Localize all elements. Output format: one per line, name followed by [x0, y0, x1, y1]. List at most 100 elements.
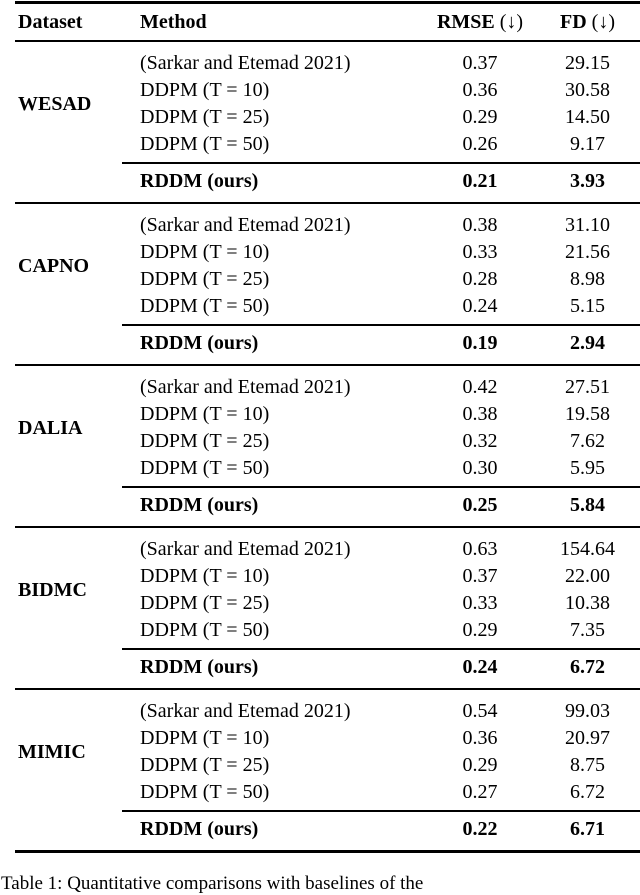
table-row: DDPM (T = 10) 0.33 21.56 [0, 239, 640, 266]
fd-cell: 19.58 [565, 403, 610, 425]
rmse-cell: 0.21 [462, 170, 498, 192]
fd-cell: 9.17 [570, 133, 605, 155]
fd-cell: 10.38 [565, 592, 610, 614]
fd-cell: 27.51 [565, 376, 610, 398]
table-row-ours: RDDM (ours) 0.22 6.71 [0, 816, 640, 843]
rmse-cell: 0.29 [462, 619, 498, 641]
rmse-cell: 0.27 [462, 781, 498, 803]
column-header-fd: FD (↓) [535, 4, 640, 40]
rmse-cell: 0.22 [462, 818, 498, 840]
table-row: DDPM (T = 10) 0.37 22.00 [0, 563, 640, 590]
method-cell: DDPM (T = 50) [140, 295, 270, 317]
dataset-label: WESAD [18, 92, 92, 115]
fd-cell: 8.75 [570, 754, 605, 776]
table-row: DDPM (T = 50) 0.30 5.95 [0, 455, 640, 482]
fd-cell: 6.72 [570, 656, 605, 678]
table-row: DDPM (T = 25) 0.29 8.75 [0, 752, 640, 779]
method-cell: RDDM (ours) [140, 170, 259, 192]
group-rows: (Sarkar and Etemad 2021) 0.38 31.10 DDPM… [0, 204, 640, 320]
fd-cell: 5.84 [570, 494, 605, 516]
method-cell: DDPM (T = 10) [140, 79, 270, 101]
table-row-ours: RDDM (ours) 0.21 3.93 [0, 168, 640, 195]
group-rule [15, 364, 640, 366]
method-cell: DDPM (T = 10) [140, 565, 270, 587]
table-row: DDPM (T = 50) 0.26 9.17 [0, 131, 640, 158]
rmse-cell: 0.26 [462, 133, 498, 155]
results-table: Dataset Method RMSE (↓) FD (↓) WESAD (Sa… [0, 1, 640, 853]
fd-label: FD [560, 11, 587, 33]
fd-cell: 21.56 [565, 241, 610, 263]
bottom-rule [15, 850, 640, 853]
fd-cell: 5.95 [570, 457, 605, 479]
group-rule [15, 688, 640, 690]
table-caption: Table 1: Quantitative comparisons with b… [1, 873, 424, 894]
group-rows: (Sarkar and Etemad 2021) 0.54 99.03 DDPM… [0, 690, 640, 806]
group-rule [15, 202, 640, 204]
method-cell: DDPM (T = 25) [140, 430, 270, 452]
method-cell: DDPM (T = 25) [140, 754, 270, 776]
rmse-cell: 0.24 [462, 295, 498, 317]
table-row: DDPM (T = 50) 0.24 5.15 [0, 293, 640, 320]
rmse-cell: 0.32 [462, 430, 498, 452]
rmse-cell: 0.25 [462, 494, 498, 516]
method-cell: (Sarkar and Etemad 2021) [140, 52, 351, 74]
rmse-label: RMSE [436, 11, 495, 33]
column-header-dataset: Dataset [18, 11, 83, 33]
method-cell: (Sarkar and Etemad 2021) [140, 214, 351, 236]
method-cell: DDPM (T = 50) [140, 133, 270, 155]
table-row: DDPM (T = 10) 0.36 20.97 [0, 725, 640, 752]
method-cell: DDPM (T = 50) [140, 457, 270, 479]
partial-rule [122, 810, 640, 812]
fd-cell: 14.50 [565, 106, 610, 128]
table-row: (Sarkar and Etemad 2021) 0.63 154.64 [0, 536, 640, 563]
table-row: DDPM (T = 50) 0.27 6.72 [0, 779, 640, 806]
fd-cell: 2.94 [570, 332, 605, 354]
fd-cell: 6.71 [570, 818, 605, 840]
rmse-cell: 0.54 [462, 700, 498, 722]
rmse-cell: 0.24 [462, 656, 498, 678]
rmse-cell: 0.19 [462, 332, 498, 354]
method-cell: DDPM (T = 10) [140, 403, 270, 425]
partial-rule [122, 162, 640, 164]
rmse-cell: 0.38 [462, 403, 498, 425]
rmse-cell: 0.30 [462, 457, 498, 479]
dataset-label: MIMIC [18, 740, 86, 763]
partial-rule [122, 324, 640, 326]
group-rule [15, 526, 640, 528]
rmse-cell: 0.33 [462, 592, 498, 614]
method-cell: DDPM (T = 50) [140, 781, 270, 803]
dataset-group: DALIA (Sarkar and Etemad 2021) 0.42 27.5… [0, 366, 640, 528]
column-header-method: Method [140, 11, 207, 33]
method-cell: DDPM (T = 10) [140, 727, 270, 749]
fd-cell: 6.72 [570, 781, 605, 803]
rmse-cell: 0.38 [462, 214, 498, 236]
rmse-cell: 0.29 [462, 106, 498, 128]
dataset-label: DALIA [18, 416, 83, 439]
method-cell: DDPM (T = 25) [140, 268, 270, 290]
table-row: DDPM (T = 25) 0.32 7.62 [0, 428, 640, 455]
rmse-cell: 0.37 [462, 565, 498, 587]
method-cell: (Sarkar and Etemad 2021) [140, 376, 351, 398]
partial-rule [122, 486, 640, 488]
table-row: DDPM (T = 25) 0.33 10.38 [0, 590, 640, 617]
fd-cell: 5.15 [570, 295, 605, 317]
method-cell: (Sarkar and Etemad 2021) [140, 700, 351, 722]
table-row: DDPM (T = 10) 0.36 30.58 [0, 77, 640, 104]
rmse-cell: 0.36 [462, 727, 498, 749]
method-cell: (Sarkar and Etemad 2021) [140, 538, 351, 560]
column-header-rmse: RMSE (↓) [425, 4, 535, 40]
rmse-cell: 0.29 [462, 754, 498, 776]
table-row: DDPM (T = 25) 0.29 14.50 [0, 104, 640, 131]
table-row-ours: RDDM (ours) 0.19 2.94 [0, 330, 640, 357]
fd-cell: 99.03 [565, 700, 610, 722]
fd-cell: 7.62 [570, 430, 605, 452]
partial-rule [122, 648, 640, 650]
table-row: (Sarkar and Etemad 2021) 0.38 31.10 [0, 212, 640, 239]
method-cell: RDDM (ours) [140, 494, 259, 516]
method-cell: DDPM (T = 25) [140, 592, 270, 614]
method-cell: RDDM (ours) [140, 332, 259, 354]
rmse-cell: 0.33 [462, 241, 498, 263]
fd-cell: 29.15 [565, 52, 610, 74]
table-row: DDPM (T = 50) 0.29 7.35 [0, 617, 640, 644]
